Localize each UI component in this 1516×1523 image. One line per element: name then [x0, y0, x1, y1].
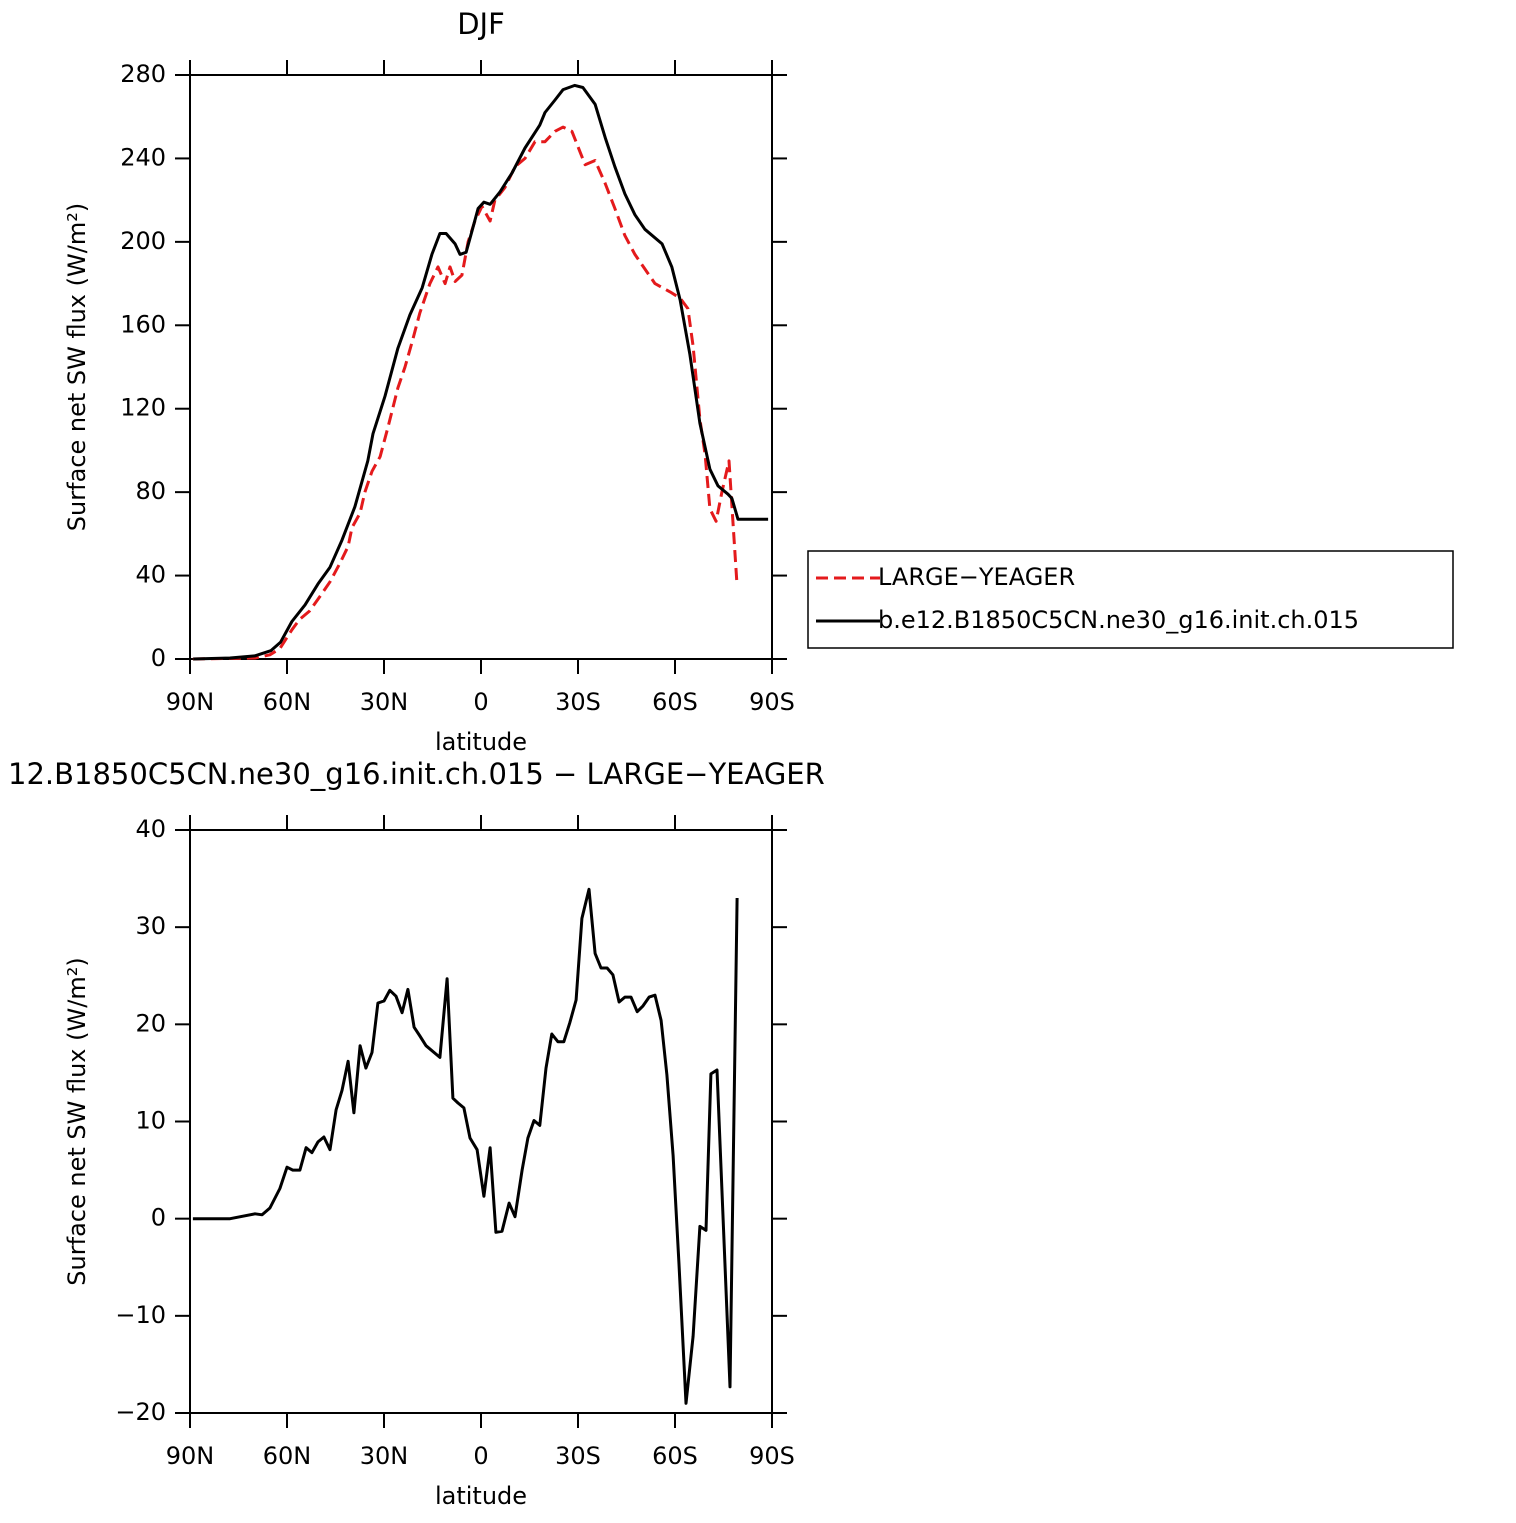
x-tick-label: 90N [166, 1442, 215, 1470]
y-tick-label: 160 [120, 310, 166, 338]
data-line [192, 125, 739, 661]
y-tick-label: 10 [135, 1107, 166, 1135]
x-tick-label: 60S [652, 688, 698, 716]
legend-label: LARGE−YEAGER [878, 563, 1075, 591]
data-line [193, 83, 769, 661]
y-tick-label: −10 [115, 1301, 166, 1329]
x-tick-label: 30N [360, 688, 409, 716]
x-tick-label: 60N [263, 1442, 312, 1470]
y-axis-label: Surface net SW flux (W/m²) [63, 203, 91, 531]
y-tick-label: 120 [120, 394, 166, 422]
y-tick-label: 0 [151, 644, 166, 672]
x-tick-label: 60N [263, 688, 312, 716]
x-tick-label: 0 [473, 688, 488, 716]
data-line [192, 887, 739, 1405]
y-tick-label: 40 [135, 561, 166, 589]
y-axis-label: Surface net SW flux (W/m²) [63, 957, 91, 1285]
y-tick-label: 0 [151, 1204, 166, 1232]
y-tick-label: 80 [135, 477, 166, 505]
y-tick-label: −20 [115, 1398, 166, 1426]
x-tick-label: 30S [555, 688, 601, 716]
y-tick-label: 30 [135, 912, 166, 940]
y-tick-label: 40 [135, 815, 166, 843]
y-tick-label: 240 [120, 143, 166, 171]
x-tick-label: 90N [166, 688, 215, 716]
x-tick-label: 30N [360, 1442, 409, 1470]
x-tick-label: 0 [473, 1442, 488, 1470]
x-tick-label: 90S [749, 688, 795, 716]
x-axis-label: latitude [435, 728, 527, 756]
x-axis-label: latitude [435, 1482, 527, 1510]
legend-label: b.e12.B1850C5CN.ne30_g16.init.ch.015 [878, 606, 1359, 634]
chart-title: DJF [457, 7, 505, 41]
x-tick-label: 60S [652, 1442, 698, 1470]
y-tick-label: 280 [120, 60, 166, 88]
chart-title: 12.B1850C5CN.ne30_g16.init.ch.015 − LARG… [8, 757, 825, 791]
x-tick-label: 30S [555, 1442, 601, 1470]
plot-frame [189, 829, 773, 1414]
y-tick-label: 20 [135, 1009, 166, 1037]
plot-frame [189, 74, 773, 660]
legend-box [807, 550, 1454, 649]
x-tick-label: 90S [749, 1442, 795, 1470]
y-tick-label: 200 [120, 227, 166, 255]
